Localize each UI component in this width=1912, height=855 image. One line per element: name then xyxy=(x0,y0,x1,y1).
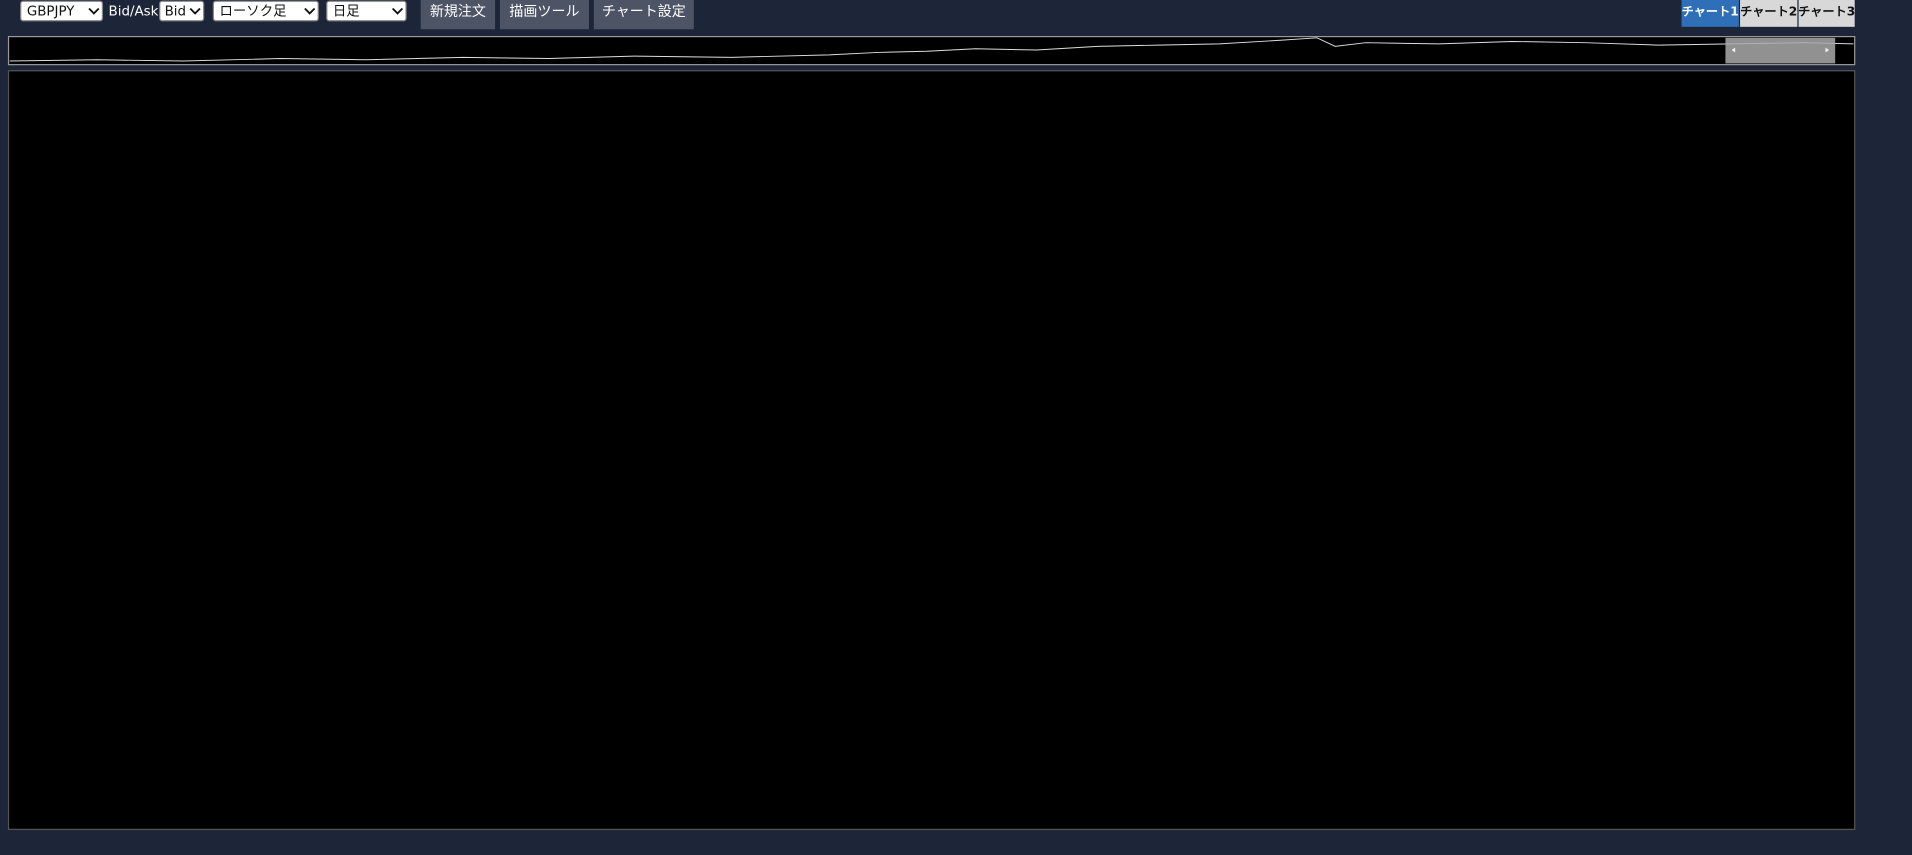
symbol-select[interactable]: GBPJPY xyxy=(20,0,104,22)
tab-active[interactable]: チャート1 xyxy=(1681,0,1739,27)
tab[interactable]: チャート3 xyxy=(1798,0,1855,27)
bid-ask-label: Bid/Ask xyxy=(109,5,159,20)
symbol: GBPJPY xyxy=(27,5,75,20)
chart-style: ローソク足 xyxy=(219,4,286,20)
toolbar: GBPJPY Bid/Ask Bid ローソク足 日足 新規注文 描画ツール xyxy=(20,0,694,30)
button-label: 描画ツール xyxy=(509,4,579,20)
tab-label: チャート3 xyxy=(1798,5,1855,19)
tab-label: チャート2 xyxy=(1740,5,1797,19)
drawing-tools-button[interactable]: 描画ツール xyxy=(499,0,589,30)
chart-style-select[interactable]: ローソク足 xyxy=(212,0,319,22)
chart-settings-button[interactable]: チャート設定 xyxy=(593,0,694,30)
tab[interactable]: チャート2 xyxy=(1740,0,1798,27)
button-label: チャート設定 xyxy=(602,4,686,20)
tabs: チャート1 チャート2 チャート3 xyxy=(1681,0,1855,27)
new-order-button[interactable]: 新規注文 xyxy=(420,0,496,30)
timeframe-select[interactable]: 日足 xyxy=(326,0,407,22)
timeframe: 日足 xyxy=(333,5,360,20)
price-side: Bid xyxy=(165,5,186,20)
button-label: 新規注文 xyxy=(430,4,486,20)
plot-area xyxy=(7,70,1856,830)
price-side-select[interactable]: Bid xyxy=(159,0,205,22)
tab-label: チャート1 xyxy=(1682,5,1739,19)
navigator[interactable] xyxy=(7,35,1856,66)
